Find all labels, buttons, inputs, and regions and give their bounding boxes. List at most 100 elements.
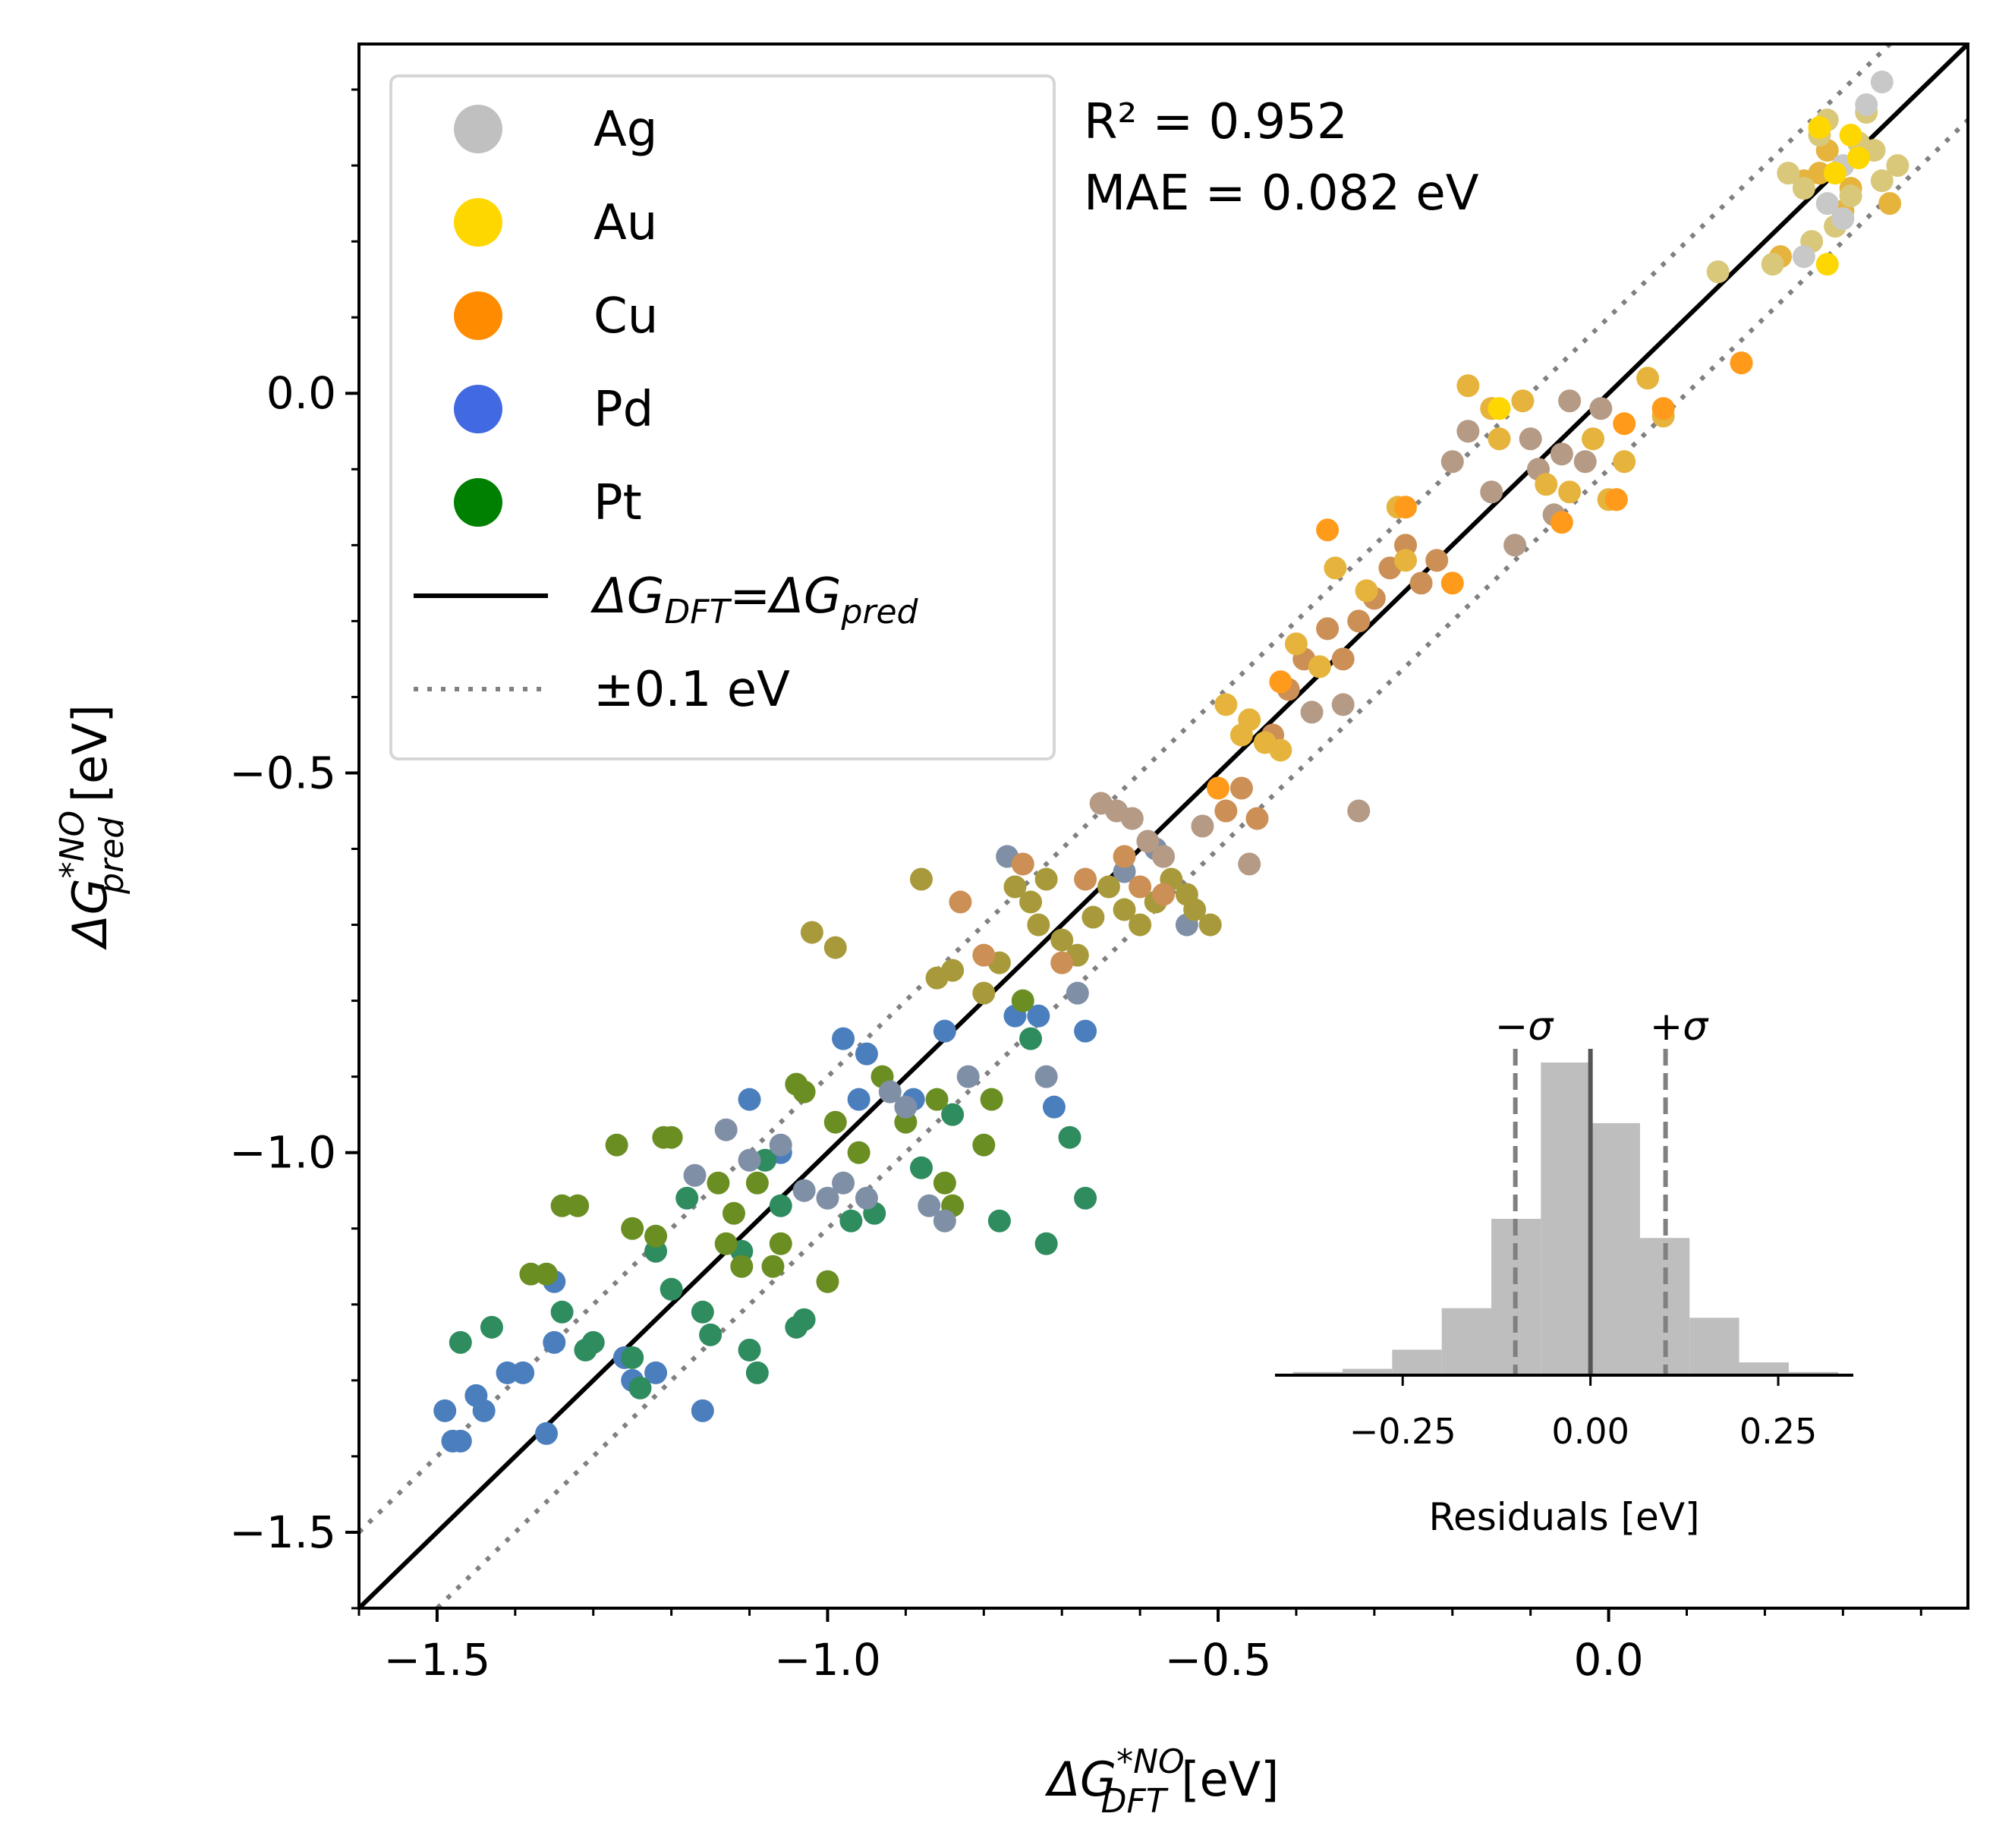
data-point bbox=[621, 1346, 644, 1369]
data-point bbox=[1074, 867, 1097, 891]
data-point bbox=[1777, 162, 1800, 185]
data-point bbox=[1027, 913, 1050, 937]
data-point bbox=[1034, 1232, 1058, 1255]
data-point bbox=[1761, 253, 1784, 276]
data-point bbox=[1730, 351, 1753, 375]
data-point bbox=[1269, 738, 1292, 762]
data-point bbox=[566, 1194, 590, 1217]
data-point bbox=[675, 1186, 699, 1210]
data-point bbox=[621, 1217, 644, 1240]
legend-marker-pt bbox=[454, 478, 502, 527]
data-point bbox=[1613, 450, 1636, 474]
data-point bbox=[660, 1277, 683, 1301]
data-point bbox=[769, 1194, 792, 1217]
data-point bbox=[714, 1118, 738, 1141]
data-point bbox=[847, 1141, 870, 1164]
inset-x-tick-label: 0.00 bbox=[1551, 1411, 1629, 1452]
data-point bbox=[1191, 814, 1214, 838]
data-point bbox=[1097, 875, 1120, 899]
data-point bbox=[1136, 830, 1160, 853]
data-point bbox=[730, 1255, 754, 1278]
data-point bbox=[956, 1065, 980, 1088]
x-axis-title: ΔG*NO DFT [eV] bbox=[1045, 1743, 1280, 1821]
data-point bbox=[1034, 867, 1058, 891]
data-point bbox=[738, 1148, 761, 1172]
data-point bbox=[769, 1133, 792, 1157]
data-point bbox=[1316, 617, 1340, 641]
y-tick-label: −0.5 bbox=[229, 747, 336, 798]
data-point bbox=[1792, 245, 1815, 269]
data-point bbox=[433, 1399, 457, 1422]
data-point bbox=[1870, 71, 1894, 94]
residual-histogram-inset: −0.25 0.00 0.25 −σ +σ Residuals [eV] bbox=[1275, 1004, 1853, 1539]
data-point bbox=[691, 1300, 714, 1324]
data-point bbox=[605, 1133, 628, 1157]
inset-x-axis-title: Residuals [eV] bbox=[1428, 1495, 1699, 1539]
data-point bbox=[832, 1171, 855, 1195]
data-point bbox=[1011, 989, 1034, 1012]
data-point bbox=[449, 1330, 472, 1354]
data-point bbox=[1003, 875, 1027, 899]
data-point bbox=[472, 1399, 496, 1422]
data-point bbox=[644, 1224, 668, 1248]
data-point bbox=[1503, 534, 1527, 557]
legend-marker-pd bbox=[454, 385, 502, 433]
legend: Ag Au Cu Pd Pt ΔGDFT=ΔGpred ±0.1 eV bbox=[389, 74, 1056, 760]
data-point bbox=[1706, 260, 1730, 284]
y-axis-title-unit: [eV] bbox=[62, 704, 118, 817]
mae-text: MAE = 0.082 eV bbox=[1084, 165, 1479, 222]
x-tick-label: 0.0 bbox=[1573, 1634, 1643, 1686]
data-point bbox=[980, 1088, 1003, 1111]
x-axis-ticks: −1.5 −1.0 −0.5 0.0 bbox=[357, 1608, 1922, 1686]
plus-sigma-label: +σ bbox=[1650, 1004, 1710, 1050]
data-point bbox=[1425, 549, 1449, 572]
histogram-bar bbox=[1590, 1122, 1640, 1375]
data-point bbox=[683, 1163, 707, 1187]
legend-label: Au bbox=[593, 195, 657, 251]
main-plot-area bbox=[359, 44, 1968, 1608]
data-point bbox=[722, 1201, 745, 1225]
data-point bbox=[1456, 374, 1480, 398]
data-point bbox=[1129, 913, 1152, 937]
data-point bbox=[1019, 890, 1043, 914]
data-point bbox=[1808, 162, 1831, 185]
data-point bbox=[1440, 450, 1464, 474]
data-point bbox=[933, 1171, 956, 1195]
histogram-bar bbox=[1292, 1371, 1343, 1375]
data-point bbox=[519, 1262, 543, 1286]
data-point bbox=[816, 1270, 839, 1293]
data-point bbox=[1269, 670, 1292, 694]
x-axis-title-base: ΔG bbox=[1045, 1752, 1116, 1807]
data-point bbox=[761, 1255, 785, 1278]
data-point bbox=[1347, 799, 1371, 823]
data-point bbox=[1113, 898, 1136, 921]
data-point bbox=[918, 1194, 941, 1217]
data-point bbox=[512, 1361, 535, 1384]
data-point bbox=[1120, 807, 1144, 830]
data-point bbox=[909, 1156, 933, 1179]
data-point bbox=[480, 1315, 503, 1339]
data-point bbox=[1074, 1019, 1097, 1043]
data-point bbox=[1316, 518, 1340, 542]
data-point bbox=[1604, 488, 1628, 512]
inset-x-tick-label: −0.25 bbox=[1349, 1411, 1456, 1452]
data-point bbox=[534, 1421, 558, 1445]
data-point bbox=[1456, 420, 1480, 443]
data-point bbox=[1839, 124, 1862, 147]
data-point bbox=[792, 1308, 816, 1331]
data-point bbox=[1300, 700, 1324, 724]
data-point bbox=[1113, 845, 1136, 868]
data-point bbox=[1183, 898, 1207, 921]
data-point bbox=[1245, 807, 1269, 830]
data-point bbox=[933, 1019, 956, 1043]
legend-label: Pt bbox=[593, 475, 642, 531]
data-point bbox=[1519, 427, 1542, 451]
data-point bbox=[1042, 1095, 1066, 1119]
data-point bbox=[1238, 708, 1261, 732]
data-point bbox=[738, 1088, 761, 1111]
data-point bbox=[550, 1194, 574, 1217]
data-point bbox=[1229, 776, 1253, 800]
data-point bbox=[660, 1125, 683, 1149]
inset-x-tick-label: 0.25 bbox=[1739, 1411, 1817, 1452]
data-point bbox=[1409, 571, 1433, 595]
